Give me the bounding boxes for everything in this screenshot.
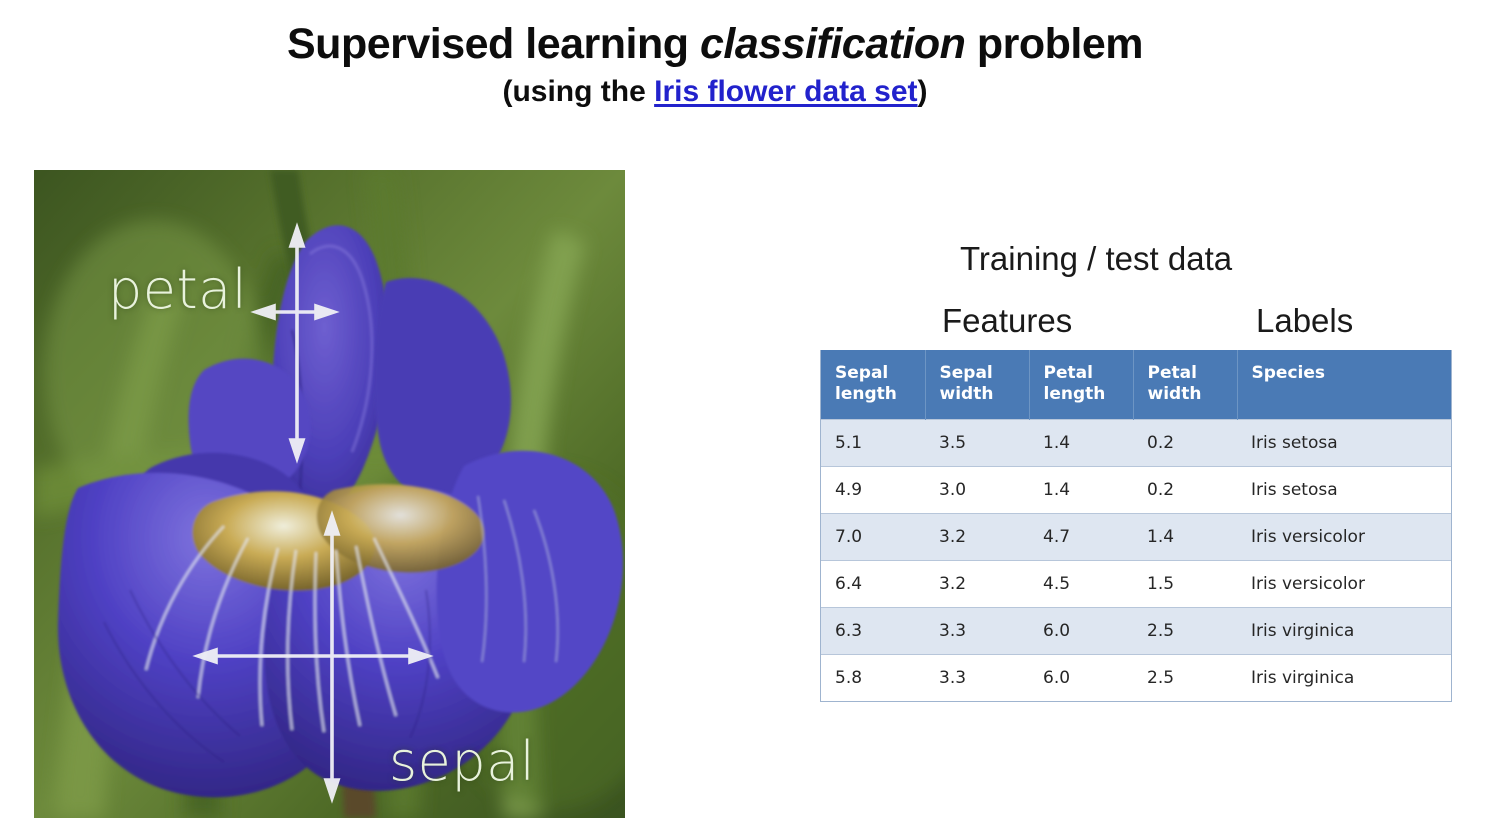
cell-sepal-width: 3.5 xyxy=(925,418,1029,466)
cell-species: Iris virginica xyxy=(1237,653,1451,701)
cell-species: Iris setosa xyxy=(1237,465,1451,513)
cell-petal-length: 4.5 xyxy=(1029,559,1133,607)
cell-sepal-width: 3.3 xyxy=(925,653,1029,701)
iris-data-table: Sepal length Sepal width Petal length Pe… xyxy=(821,350,1451,701)
iris-flower-photo: petal sepal xyxy=(34,170,625,818)
subtitle-prefix: (using the xyxy=(502,75,655,109)
page-title-block: Supervised learning classification probl… xyxy=(0,20,1430,109)
table-header: Sepal length Sepal width Petal length Pe… xyxy=(821,350,1451,419)
petal-label: petal xyxy=(108,258,248,321)
cell-sepal-length: 6.3 xyxy=(821,606,925,654)
cell-species: Iris virginica xyxy=(1237,606,1451,654)
header-line-1: Species xyxy=(1251,363,1326,383)
subtitle-suffix: ) xyxy=(917,75,928,109)
title-text-part2: problem xyxy=(965,20,1144,68)
table-row[interactable]: 7.0 3.2 4.7 1.4 Iris versicolor xyxy=(821,512,1451,560)
cell-petal-length: 6.0 xyxy=(1029,606,1133,654)
cell-petal-width: 1.4 xyxy=(1133,512,1237,560)
header-line-2: length xyxy=(835,384,897,405)
header-line-2: length xyxy=(1043,384,1106,405)
header-line-1: Petal xyxy=(1043,363,1093,383)
cell-petal-length: 1.4 xyxy=(1029,418,1133,466)
cell-sepal-width: 3.2 xyxy=(925,559,1029,607)
table-body: 5.1 3.5 1.4 0.2 Iris setosa 4.9 3.0 1.4 … xyxy=(821,418,1451,701)
header-line-2: width xyxy=(939,384,994,405)
cell-sepal-length: 7.0 xyxy=(821,512,925,560)
column-header-petal-width[interactable]: Petal width xyxy=(1133,350,1238,419)
column-header-petal-length[interactable]: Petal length xyxy=(1029,350,1134,419)
iris-data-table-wrapper: Sepal length Sepal width Petal length Pe… xyxy=(820,350,1452,702)
cell-petal-width: 0.2 xyxy=(1133,465,1237,513)
cell-petal-length: 1.4 xyxy=(1029,465,1133,513)
cell-petal-length: 6.0 xyxy=(1029,653,1133,701)
cell-petal-length: 4.7 xyxy=(1029,512,1133,560)
cell-petal-width: 2.5 xyxy=(1133,653,1237,701)
cell-petal-width: 0.2 xyxy=(1133,418,1237,466)
column-header-sepal-width[interactable]: Sepal width xyxy=(925,350,1030,419)
table-row[interactable]: 4.9 3.0 1.4 0.2 Iris setosa xyxy=(821,465,1451,513)
cell-sepal-width: 3.3 xyxy=(925,606,1029,654)
cell-sepal-length: 6.4 xyxy=(821,559,925,607)
cell-petal-width: 2.5 xyxy=(1133,606,1237,654)
title-text-part1: Supervised learning xyxy=(287,20,700,68)
table-row[interactable]: 5.8 3.3 6.0 2.5 Iris virginica xyxy=(821,653,1451,701)
sepal-label: sepal xyxy=(389,730,536,793)
features-label: Features xyxy=(942,302,1073,339)
cell-sepal-width: 3.0 xyxy=(925,465,1029,513)
page-title: Supervised learning classification probl… xyxy=(0,20,1430,68)
labels-label: Labels xyxy=(1256,302,1354,339)
table-row[interactable]: 6.4 3.2 4.5 1.5 Iris versicolor xyxy=(821,559,1451,607)
cell-sepal-length: 4.9 xyxy=(821,465,925,513)
flower-photo-graphic xyxy=(34,170,625,818)
cell-sepal-width: 3.2 xyxy=(925,512,1029,560)
column-header-sepal-length[interactable]: Sepal length xyxy=(821,350,926,419)
cell-species: Iris setosa xyxy=(1237,418,1451,466)
iris-dataset-link[interactable]: Iris flower data set xyxy=(654,75,918,109)
table-header-row: Sepal length Sepal width Petal length Pe… xyxy=(821,350,1451,419)
table-row[interactable]: 5.1 3.5 1.4 0.2 Iris setosa xyxy=(821,418,1451,466)
cell-petal-width: 1.5 xyxy=(1133,559,1237,607)
header-line-1: Sepal xyxy=(939,363,993,383)
training-test-data-title: Training / test data xyxy=(960,240,1233,277)
cell-species: Iris versicolor xyxy=(1237,559,1451,607)
title-text-italic: classification xyxy=(699,20,966,68)
cell-sepal-length: 5.1 xyxy=(821,418,925,466)
header-line-1: Petal xyxy=(1147,363,1197,383)
table-row[interactable]: 6.3 3.3 6.0 2.5 Iris virginica xyxy=(821,606,1451,654)
cell-species: Iris versicolor xyxy=(1237,512,1451,560)
column-header-species[interactable]: Species xyxy=(1237,350,1451,419)
page-subtitle: (using the Iris flower data set) xyxy=(0,75,1430,109)
header-line-2: width xyxy=(1147,384,1202,405)
cell-sepal-length: 5.8 xyxy=(821,653,925,701)
header-line-1: Sepal xyxy=(835,363,889,383)
